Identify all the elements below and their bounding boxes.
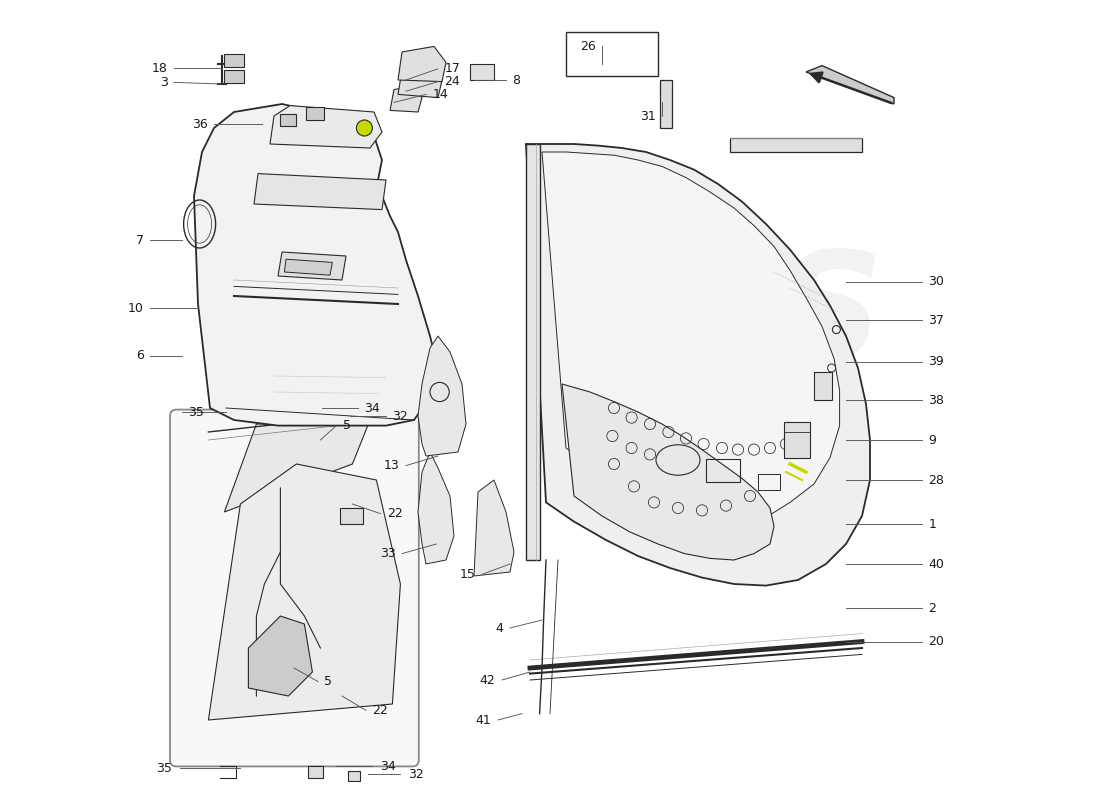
Bar [526, 144, 540, 560]
Text: 37: 37 [928, 314, 944, 326]
Text: 28: 28 [928, 474, 944, 486]
Circle shape [356, 120, 373, 136]
Polygon shape [806, 66, 894, 104]
Text: 15: 15 [460, 568, 475, 581]
Text: 8: 8 [513, 74, 520, 86]
Text: 40: 40 [928, 558, 944, 570]
Text: 4: 4 [496, 622, 504, 634]
Text: 38: 38 [928, 394, 944, 406]
Bar [308, 766, 322, 778]
Polygon shape [542, 152, 839, 524]
Text: 30: 30 [928, 275, 944, 288]
Text: 13: 13 [384, 459, 399, 472]
Text: 20: 20 [928, 635, 944, 648]
FancyBboxPatch shape [170, 410, 419, 766]
Text: 3: 3 [160, 76, 167, 89]
Bar [340, 508, 363, 524]
Polygon shape [418, 452, 454, 564]
Polygon shape [285, 259, 332, 275]
Polygon shape [270, 106, 382, 148]
Text: a passion for
parts 085: a passion for parts 085 [534, 336, 694, 432]
Text: 33: 33 [379, 547, 396, 560]
Polygon shape [254, 174, 386, 210]
Bar [280, 114, 296, 126]
Bar [660, 80, 672, 128]
Text: 7: 7 [135, 234, 144, 246]
Text: 22: 22 [373, 704, 388, 717]
Bar [814, 372, 832, 400]
Bar [224, 54, 244, 67]
Text: 36: 36 [191, 118, 208, 130]
Polygon shape [398, 46, 446, 82]
Text: 39: 39 [928, 355, 944, 368]
Text: 6: 6 [135, 350, 144, 362]
Polygon shape [194, 104, 438, 426]
Text: 35: 35 [156, 762, 173, 774]
Text: 24: 24 [444, 75, 460, 88]
Text: 18: 18 [152, 62, 167, 74]
Text: 2: 2 [928, 602, 936, 614]
Polygon shape [249, 616, 312, 696]
Bar [758, 474, 780, 490]
Polygon shape [398, 66, 442, 98]
Polygon shape [278, 252, 346, 280]
Text: 10: 10 [128, 302, 144, 314]
Polygon shape [208, 464, 400, 720]
Polygon shape [474, 480, 514, 576]
Polygon shape [418, 336, 466, 456]
Text: 35: 35 [188, 406, 205, 418]
Text: 17: 17 [444, 62, 460, 75]
Text: 41: 41 [476, 714, 492, 726]
Text: 32: 32 [393, 410, 408, 422]
Text: 5: 5 [324, 675, 332, 688]
Text: 34: 34 [364, 402, 381, 414]
Text: PS: PS [663, 246, 886, 394]
Bar [349, 771, 361, 781]
Text: 9: 9 [928, 434, 936, 446]
Polygon shape [562, 384, 774, 560]
Text: 32: 32 [408, 768, 425, 781]
Bar [306, 107, 323, 120]
Polygon shape [390, 86, 422, 112]
Text: 1: 1 [928, 518, 936, 530]
Text: 42: 42 [480, 674, 496, 686]
Text: 5: 5 [343, 419, 351, 432]
Text: 14: 14 [432, 88, 448, 101]
Text: 22: 22 [387, 507, 403, 520]
Polygon shape [526, 144, 870, 586]
Bar [470, 64, 494, 80]
Bar [706, 459, 739, 482]
Text: 26: 26 [580, 40, 595, 53]
Bar [784, 422, 810, 458]
Bar [730, 138, 862, 152]
Bar [224, 70, 244, 83]
Text: 34: 34 [381, 760, 396, 773]
Bar [566, 32, 658, 76]
Text: 31: 31 [640, 110, 656, 122]
Polygon shape [224, 424, 368, 512]
